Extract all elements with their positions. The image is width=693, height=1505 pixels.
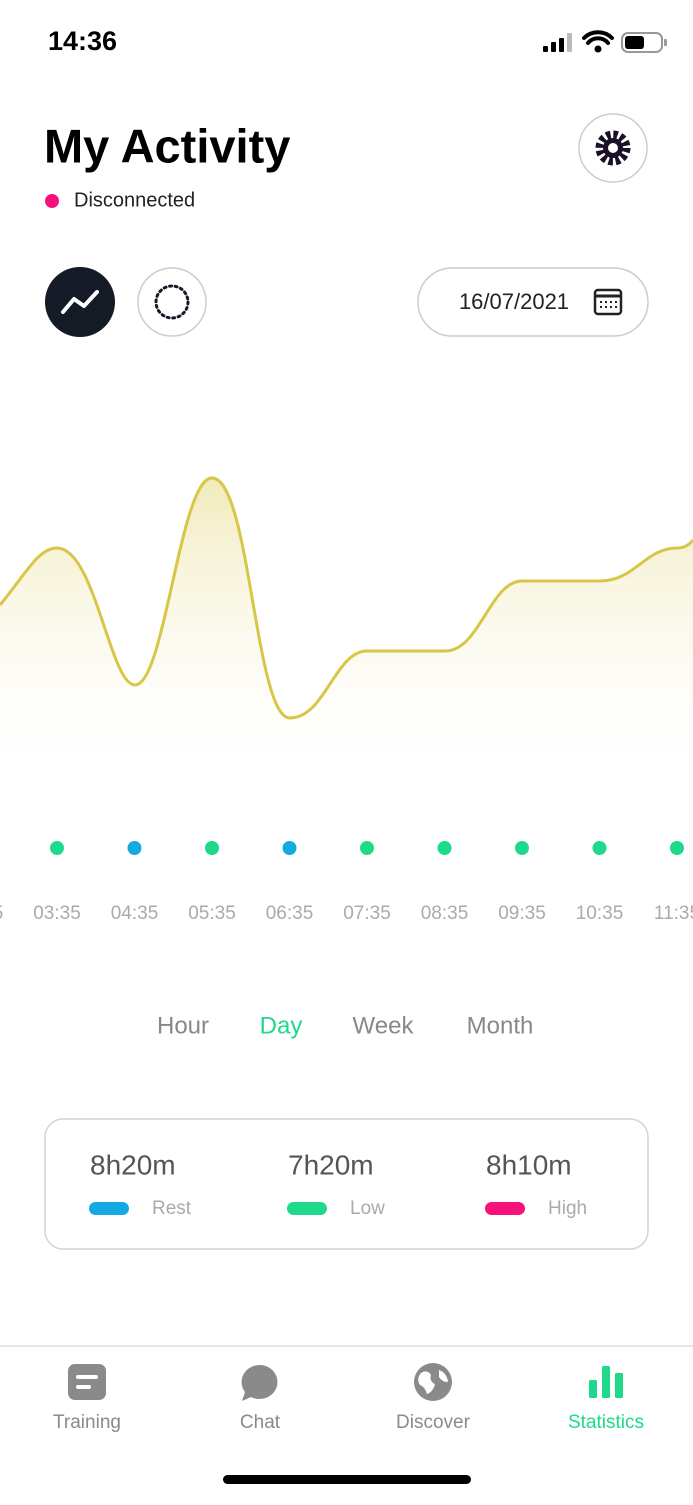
level-dot <box>205 841 219 855</box>
period-option[interactable]: Month <box>467 1012 534 1039</box>
time-label: 05:35 <box>188 903 236 924</box>
time-label: 06:35 <box>266 903 314 924</box>
time-label: 11:35 <box>654 903 693 924</box>
summary-value: 8h20m <box>90 1149 176 1180</box>
tab-icon <box>615 1373 623 1398</box>
period-selector: Hour Day Week Month <box>157 1012 533 1039</box>
period-option[interactable]: Hour <box>157 1012 209 1039</box>
tab-icon-lines <box>76 1375 98 1389</box>
summary-label: Rest <box>152 1198 192 1219</box>
settings-button[interactable] <box>578 113 648 183</box>
summary-swatch <box>287 1202 327 1215</box>
clock: 14:36 <box>48 26 117 56</box>
period-option[interactable]: Week <box>353 1012 415 1039</box>
circle-view-button[interactable] <box>137 267 207 337</box>
time-label: 04:35 <box>111 903 159 924</box>
summary-swatch <box>89 1202 129 1215</box>
tab[interactable]: Discover <box>396 1363 471 1433</box>
period-option[interactable]: Day <box>260 1012 303 1039</box>
time-label: 03:35 <box>33 903 81 924</box>
level-dot <box>515 841 529 855</box>
tab[interactable]: Training <box>53 1364 121 1433</box>
status-icons <box>543 30 667 53</box>
level-dot <box>50 841 64 855</box>
summary: 8h20m Rest 7h20m Low 8h10m High <box>89 1149 587 1219</box>
tab-label: Statistics <box>568 1412 644 1433</box>
level-dot <box>282 841 297 855</box>
time-label: 10:35 <box>576 903 624 924</box>
time-label: 08:35 <box>421 903 469 924</box>
page-title: My Activity <box>44 119 290 172</box>
date-text: 16/07/2021 <box>459 289 569 314</box>
time-label: 07:35 <box>343 903 391 924</box>
summary-label: Low <box>350 1198 385 1219</box>
tab[interactable]: Statistics <box>568 1366 644 1433</box>
summary-label: High <box>548 1198 587 1219</box>
status-dot <box>45 194 59 208</box>
tab-label: Training <box>53 1412 121 1433</box>
tab-icon <box>602 1366 610 1398</box>
tab-label: Chat <box>240 1412 281 1433</box>
summary-value: 7h20m <box>288 1149 374 1180</box>
tab-icon <box>241 1364 278 1401</box>
summary-value: 8h10m <box>486 1149 572 1180</box>
time-label: 02:35 <box>0 903 3 924</box>
tab-icon <box>589 1380 597 1398</box>
activity-curve <box>0 476 693 790</box>
time-label: 09:35 <box>498 903 546 924</box>
level-dot <box>360 841 374 855</box>
tab-label: Discover <box>396 1412 471 1433</box>
level-dot <box>437 841 452 855</box>
date-picker[interactable]: 16/07/2021 <box>417 267 649 337</box>
level-dot <box>670 841 684 855</box>
level-dot <box>592 841 607 855</box>
summary-card <box>44 1118 649 1250</box>
tab-icon <box>68 1364 106 1400</box>
summary-swatch <box>485 1202 525 1215</box>
timeline: 02:35 03:35 04:35 05:35 06:35 07:35 08:35 09:35… <box>0 841 693 924</box>
tab-bar: Training Chat Discover Statistics <box>53 1363 644 1433</box>
home-indicator <box>223 1475 471 1484</box>
line-view-button[interactable] <box>45 267 115 337</box>
tab-icon-land <box>418 1370 448 1394</box>
connection-status: Disconnected <box>74 189 195 211</box>
tab[interactable]: Chat <box>240 1364 281 1433</box>
level-dot <box>127 841 142 855</box>
